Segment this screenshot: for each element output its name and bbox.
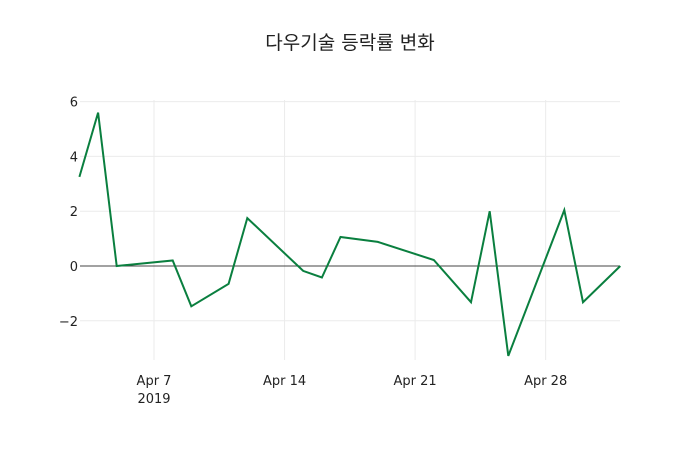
x-tick-label: Apr 14 (263, 374, 306, 389)
chart-title: 다우기술 등락률 변화 (265, 32, 435, 54)
y-tick-label: −2 (59, 315, 78, 330)
y-axis: −2 0 2 4 6 (59, 96, 78, 330)
y-tick-label: 6 (70, 96, 78, 111)
x-axis: Apr 7 2019 Apr 14 Apr 21 Apr 28 (137, 374, 568, 407)
series-line (78, 112, 621, 357)
x-tick-label: Apr 21 (394, 374, 437, 389)
y-tick-label: 2 (70, 205, 78, 220)
x-tick-label: Apr 7 (137, 374, 172, 389)
x-tick-label: Apr 28 (524, 374, 567, 389)
y-tick-label: 0 (70, 260, 78, 275)
y-tick-label: 4 (70, 150, 78, 165)
x-tick-sublabel: 2019 (137, 392, 170, 407)
grid-lines (80, 100, 620, 360)
